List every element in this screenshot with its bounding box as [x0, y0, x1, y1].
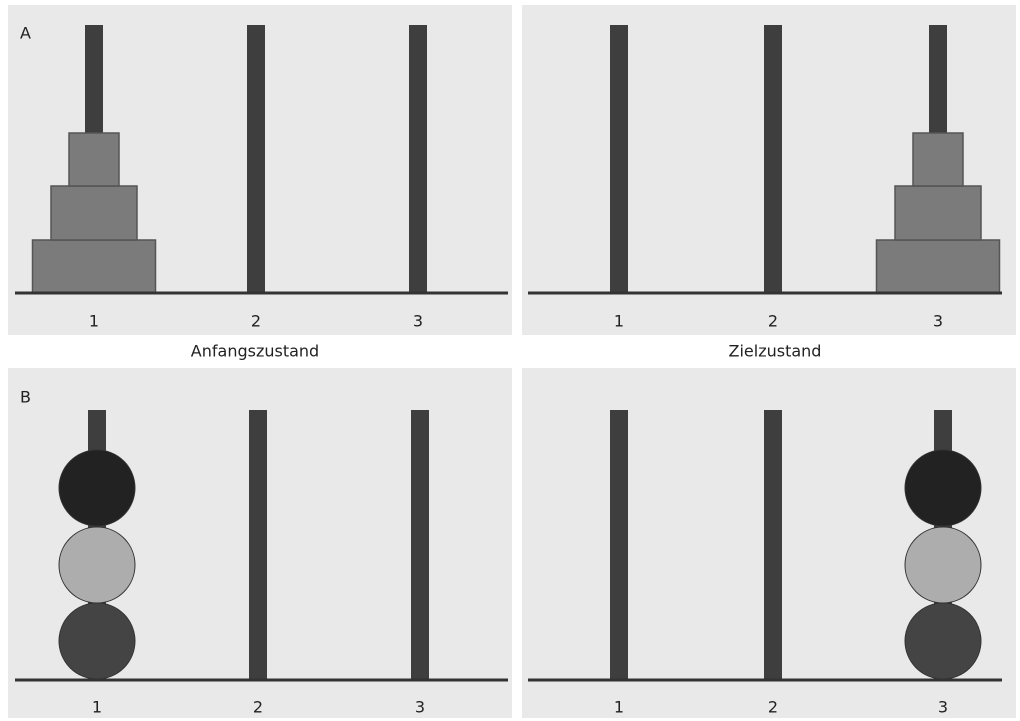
- row-label: B: [20, 388, 31, 407]
- disk: [875, 239, 1001, 294]
- peg: [610, 410, 628, 680]
- peg: [764, 410, 782, 680]
- peg-label: 2: [768, 312, 778, 331]
- peg-label: 2: [253, 698, 263, 717]
- peg-label: 1: [614, 312, 624, 331]
- peg: [409, 25, 427, 293]
- disk: [68, 132, 120, 187]
- caption: Zielzustand: [729, 342, 822, 361]
- peg-label: 2: [768, 698, 778, 717]
- peg-label: 3: [415, 698, 425, 717]
- peg-label: 1: [89, 312, 99, 331]
- peg: [411, 410, 429, 680]
- ball: [904, 602, 982, 680]
- peg: [764, 25, 782, 293]
- peg: [247, 25, 265, 293]
- disk: [894, 185, 982, 241]
- peg-label: 2: [251, 312, 261, 331]
- ball: [58, 449, 136, 527]
- ball: [58, 526, 136, 604]
- peg-label: 1: [614, 698, 624, 717]
- ball: [904, 526, 982, 604]
- disk: [50, 185, 138, 241]
- peg: [249, 410, 267, 680]
- caption: Anfangszustand: [191, 342, 319, 361]
- ball: [904, 449, 982, 527]
- row-label: A: [20, 24, 31, 43]
- peg: [610, 25, 628, 293]
- peg-label: 3: [413, 312, 423, 331]
- peg-label: 3: [933, 312, 943, 331]
- peg-label: 3: [938, 698, 948, 717]
- ball: [58, 602, 136, 680]
- disk: [31, 239, 157, 294]
- peg-label: 1: [92, 698, 102, 717]
- disk: [912, 132, 964, 187]
